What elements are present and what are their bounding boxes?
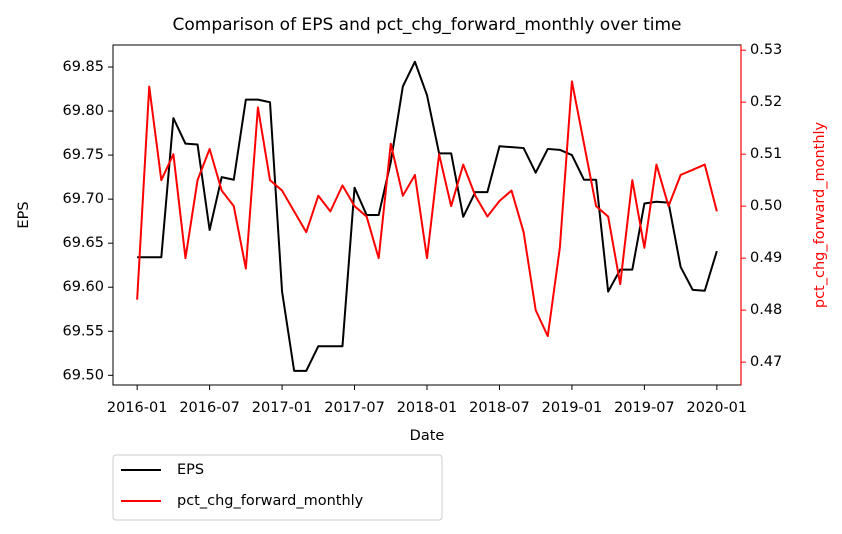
y2-axis-label: pct_chg_forward_monthly: [812, 121, 828, 308]
y-tick-label: 69.65: [62, 235, 104, 251]
legend-label: EPS: [177, 462, 204, 478]
y-tick-label: 69.70: [62, 191, 104, 207]
y-tick-label: 69.50: [62, 367, 104, 383]
y2-tick-label: 0.49: [750, 250, 782, 266]
chart-title: Comparison of EPS and pct_chg_forward_mo…: [172, 15, 681, 35]
data-line: [136, 80, 718, 338]
x-tick-label: 2018-01: [397, 400, 458, 416]
x-tick-label: 2018-07: [469, 400, 530, 416]
y2-tick-label: 0.47: [750, 354, 782, 370]
y-tick-label: 69.75: [62, 147, 104, 163]
x-tick-label: 2019-01: [542, 400, 603, 416]
x-tick-label: 2016-01: [107, 400, 168, 416]
x-tick-label: 2017-07: [324, 400, 385, 416]
plot-area: [136, 60, 718, 372]
y2-tick-label: 0.52: [750, 94, 782, 110]
legend-entries: EPS pct_chg_forward_monthly: [121, 462, 364, 509]
x-tick-label: 2019-07: [614, 400, 675, 416]
y-tick-label: 69.80: [62, 103, 104, 119]
y2-tick-label: 0.53: [750, 42, 782, 58]
legend-label: pct_chg_forward_monthly: [177, 493, 364, 509]
y-tick-label: 69.85: [62, 59, 104, 75]
x-tick-label: 2017-01: [252, 400, 313, 416]
data-line: [137, 60, 718, 372]
y2-tick-label: 0.51: [750, 146, 782, 162]
y-tick-label: 69.60: [62, 279, 104, 295]
x-axis-label: Date: [410, 428, 445, 444]
y2-tick-label: 0.48: [750, 302, 782, 318]
y-tick-label: 69.55: [62, 323, 104, 339]
y-axis-label: EPS: [16, 201, 32, 228]
x-tick-label: 2016-07: [179, 400, 240, 416]
x-tick-label: 2020-01: [687, 400, 748, 416]
legend: [112, 454, 443, 521]
y2-tick-label: 0.50: [750, 198, 782, 214]
